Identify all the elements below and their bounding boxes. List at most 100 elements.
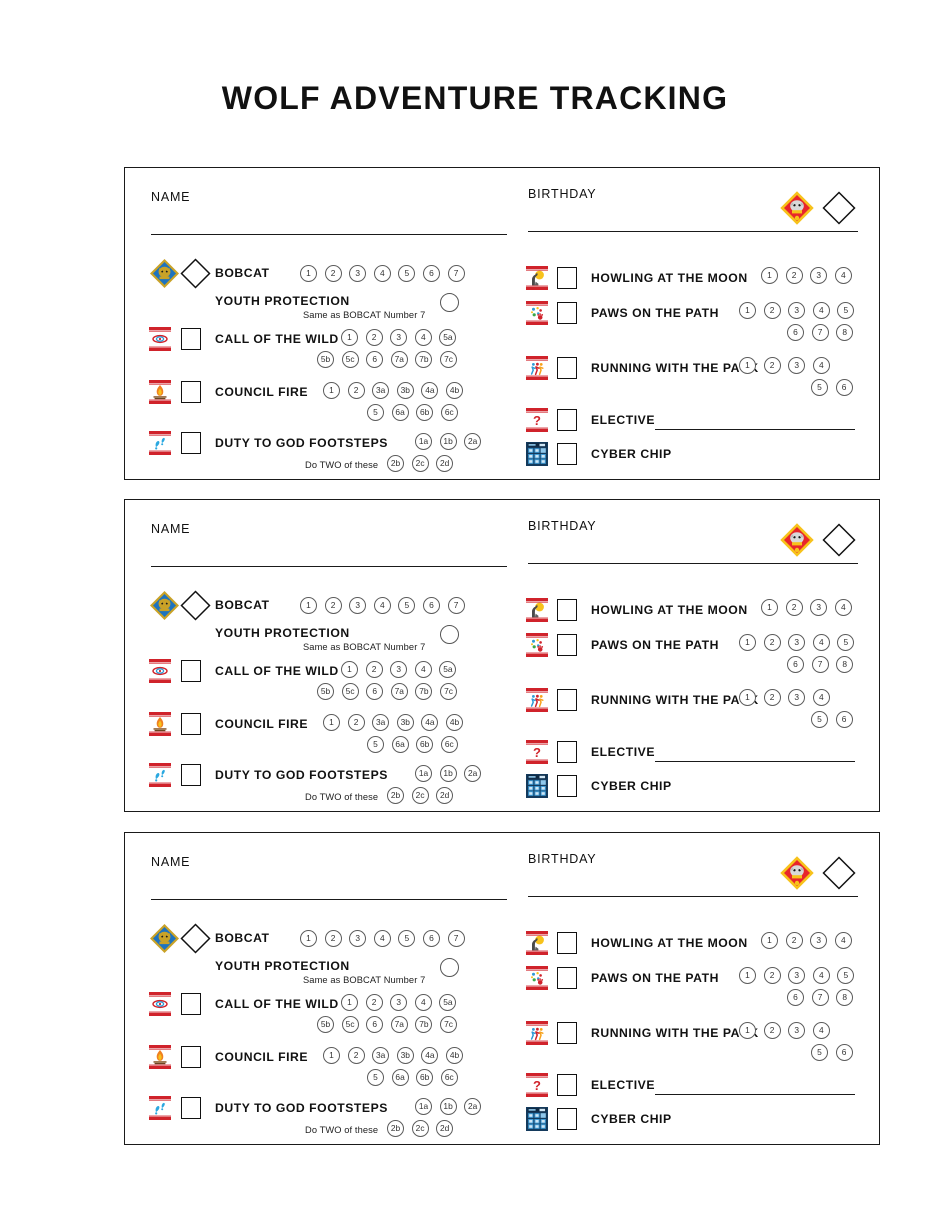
bobcat-bullet[interactable]: 4 bbox=[373, 597, 391, 614]
right-adventure-2-r1-bullet[interactable]: 1 bbox=[739, 357, 756, 374]
adventure-2-r2-bullet[interactable]: 2b bbox=[387, 1120, 404, 1137]
right-adventure-checkbox-1[interactable] bbox=[557, 302, 577, 324]
adventure-0-r2-bullet[interactable]: 7c bbox=[440, 683, 457, 700]
bobcat-bullet[interactable]: 2 bbox=[324, 265, 342, 282]
right-adventure-checkbox-1[interactable] bbox=[557, 634, 577, 656]
right-adventure-2-r1-bullet[interactable]: 2 bbox=[763, 357, 781, 374]
adventure-0-r2-bullet[interactable]: 5c bbox=[341, 1016, 359, 1033]
right-adventure-2-r1-bullet[interactable]: 3 bbox=[788, 1022, 806, 1039]
adventure-2-r1-bullet[interactable]: 1b bbox=[439, 765, 457, 782]
bobcat-bullet[interactable]: 2 bbox=[324, 597, 342, 614]
right-adventure-1-r1-bullet[interactable]: 3 bbox=[788, 302, 806, 319]
adventure-1-r2-bullet[interactable]: 6c bbox=[440, 736, 458, 753]
adventure-0-r2-bullet[interactable]: 7a bbox=[390, 683, 408, 700]
adventure-0-r1-bullet[interactable]: 1 bbox=[341, 329, 358, 346]
bobcat-bullet[interactable]: 3 bbox=[349, 597, 367, 614]
adventure-checkbox-1[interactable] bbox=[181, 1046, 201, 1068]
right-adventure-1-r1-bullet[interactable]: 2 bbox=[763, 967, 781, 984]
bobcat-bullet[interactable]: 2 bbox=[324, 930, 342, 947]
adventure-2-r2-bullet[interactable]: 2b bbox=[387, 455, 404, 472]
right-adventure-1-r1-bullet[interactable]: 3 bbox=[788, 967, 806, 984]
adventure-1-r1-bullet[interactable]: 4b bbox=[446, 714, 463, 731]
right-adventure-1-r2-bullet[interactable]: 6 bbox=[787, 656, 804, 673]
bobcat-bullet[interactable]: 4 bbox=[373, 265, 391, 282]
adventure-2-r2-bullet[interactable]: 2c bbox=[411, 455, 429, 472]
adventure-0-r1-bullet[interactable]: 4 bbox=[414, 994, 432, 1011]
right-adventure-1-r1-bullet[interactable]: 3 bbox=[788, 634, 806, 651]
empty-diamond-icon[interactable] bbox=[822, 523, 856, 557]
adventure-0-r1-bullet[interactable]: 5a bbox=[439, 994, 457, 1011]
right-adventure-2-r2-bullet[interactable]: 6 bbox=[835, 379, 853, 396]
elective-input-line[interactable] bbox=[655, 1094, 855, 1095]
right-adventure-1-r1-bullet[interactable]: 2 bbox=[763, 634, 781, 651]
adventure-0-r2-bullet[interactable]: 6 bbox=[366, 683, 384, 700]
bobcat-bullet[interactable]: 1 bbox=[300, 930, 317, 947]
right-adventure-1-r2-bullet[interactable]: 7 bbox=[811, 324, 829, 341]
adventure-checkbox-0[interactable] bbox=[181, 993, 201, 1015]
adventure-1-r2-bullet[interactable]: 5 bbox=[367, 404, 384, 421]
adventure-0-r1-bullet[interactable]: 2 bbox=[365, 994, 383, 1011]
bobcat-bullet[interactable]: 5 bbox=[398, 597, 416, 614]
right-adventure-0-r1-bullet[interactable]: 4 bbox=[834, 932, 852, 949]
adventure-2-r2-bullet[interactable]: 2d bbox=[436, 455, 454, 472]
right-adventure-checkbox-2[interactable] bbox=[557, 689, 577, 711]
adventure-1-r1-bullet[interactable]: 2 bbox=[347, 1047, 365, 1064]
adventure-2-r1-bullet[interactable]: 1a bbox=[415, 1098, 432, 1115]
adventure-1-r2-bullet[interactable]: 6a bbox=[391, 736, 409, 753]
adventure-0-r2-bullet[interactable]: 6 bbox=[366, 351, 384, 368]
right-adventure-0-r1-bullet[interactable]: 1 bbox=[761, 267, 778, 284]
adventure-0-r2-bullet[interactable]: 7a bbox=[390, 351, 408, 368]
right-adventure-1-r2-bullet[interactable]: 8 bbox=[836, 989, 854, 1006]
right-adventure-0-r1-bullet[interactable]: 3 bbox=[810, 599, 828, 616]
adventure-1-r2-bullet[interactable]: 6a bbox=[391, 1069, 409, 1086]
adventure-0-r2-bullet[interactable]: 5b bbox=[317, 351, 334, 368]
adventure-0-r2-bullet[interactable]: 7b bbox=[415, 351, 433, 368]
right-adventure-2-r1-bullet[interactable]: 1 bbox=[739, 1022, 756, 1039]
right-adventure-1-r1-bullet[interactable]: 2 bbox=[763, 302, 781, 319]
name-input-line[interactable] bbox=[151, 566, 507, 567]
adventure-checkbox-0[interactable] bbox=[181, 660, 201, 682]
right-adventure-1-r1-bullet[interactable]: 4 bbox=[812, 967, 830, 984]
right-adventure-2-r2-bullet[interactable]: 6 bbox=[835, 711, 853, 728]
adventure-0-r2-bullet[interactable]: 5b bbox=[317, 1016, 334, 1033]
adventure-2-r1-bullet[interactable]: 2a bbox=[464, 433, 482, 450]
adventure-checkbox-2[interactable] bbox=[181, 432, 201, 454]
right-adventure-1-r1-bullet[interactable]: 5 bbox=[837, 302, 855, 319]
adventure-1-r2-bullet[interactable]: 6b bbox=[416, 404, 434, 421]
elective-input-line[interactable] bbox=[655, 429, 855, 430]
bobcat-bullet[interactable]: 1 bbox=[300, 597, 317, 614]
elective-input-line[interactable] bbox=[655, 761, 855, 762]
right-adventure-1-r2-bullet[interactable]: 6 bbox=[787, 324, 804, 341]
right-adventure-0-r1-bullet[interactable]: 4 bbox=[834, 599, 852, 616]
adventure-1-r1-bullet[interactable]: 1 bbox=[323, 1047, 340, 1064]
right-adventure-checkbox-4[interactable] bbox=[557, 775, 577, 797]
bobcat-bullet[interactable]: 3 bbox=[349, 930, 367, 947]
adventure-0-r1-bullet[interactable]: 3 bbox=[390, 994, 408, 1011]
right-adventure-2-r2-bullet[interactable]: 5 bbox=[811, 1044, 828, 1061]
right-adventure-1-r2-bullet[interactable]: 8 bbox=[836, 656, 854, 673]
adventure-0-r1-bullet[interactable]: 1 bbox=[341, 661, 358, 678]
adventure-1-r1-bullet[interactable]: 4a bbox=[421, 1047, 439, 1064]
adventure-checkbox-1[interactable] bbox=[181, 381, 201, 403]
right-adventure-2-r1-bullet[interactable]: 4 bbox=[812, 1022, 830, 1039]
adventure-1-r2-bullet[interactable]: 6b bbox=[416, 1069, 434, 1086]
adventure-1-r1-bullet[interactable]: 3a bbox=[372, 714, 390, 731]
bobcat-bullet[interactable]: 1 bbox=[300, 265, 317, 282]
adventure-0-r1-bullet[interactable]: 4 bbox=[414, 661, 432, 678]
adventure-2-r2-bullet[interactable]: 2c bbox=[411, 787, 429, 804]
right-adventure-2-r2-bullet[interactable]: 5 bbox=[811, 711, 828, 728]
right-adventure-0-r1-bullet[interactable]: 3 bbox=[810, 267, 828, 284]
right-adventure-checkbox-3[interactable] bbox=[557, 741, 577, 763]
right-adventure-1-r2-bullet[interactable]: 7 bbox=[811, 656, 829, 673]
right-adventure-2-r1-bullet[interactable]: 3 bbox=[788, 357, 806, 374]
adventure-0-r2-bullet[interactable]: 5c bbox=[341, 351, 359, 368]
adventure-1-r1-bullet[interactable]: 1 bbox=[323, 714, 340, 731]
adventure-2-r2-bullet[interactable]: 2d bbox=[436, 787, 454, 804]
adventure-2-r1-bullet[interactable]: 2a bbox=[464, 1098, 482, 1115]
adventure-2-r2-bullet[interactable]: 2c bbox=[411, 1120, 429, 1137]
right-adventure-checkbox-0[interactable] bbox=[557, 267, 577, 289]
adventure-0-r2-bullet[interactable]: 7b bbox=[415, 683, 433, 700]
bobcat-bullet[interactable]: 7 bbox=[447, 597, 465, 614]
right-adventure-1-r1-bullet[interactable]: 1 bbox=[739, 634, 756, 651]
right-adventure-1-r1-bullet[interactable]: 1 bbox=[739, 967, 756, 984]
